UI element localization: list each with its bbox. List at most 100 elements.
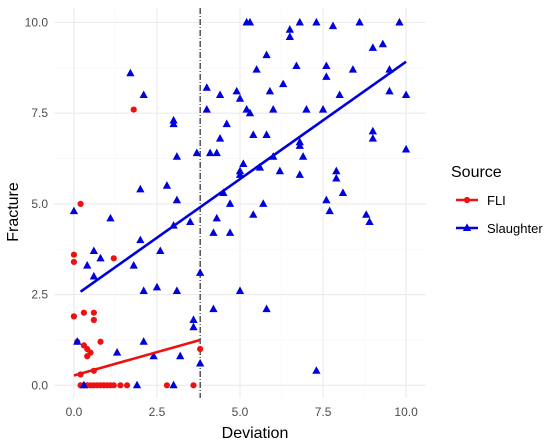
slaughter-point: [149, 351, 158, 360]
slaughter-point: [348, 65, 358, 73]
legend: Source FLI Slaughter: [451, 164, 543, 236]
fli-point: [80, 309, 87, 316]
slaughter-point: [235, 170, 245, 178]
slaughter-point: [239, 159, 248, 167]
legend-items: FLI Slaughter: [456, 193, 543, 236]
slaughter-point: [169, 119, 178, 128]
slaughter-point: [249, 130, 258, 138]
slaughter-point: [136, 184, 145, 193]
slaughter-point: [368, 134, 377, 142]
slaughter-point: [269, 104, 278, 113]
slaughter-point: [212, 148, 221, 157]
slaughter-point: [265, 86, 275, 95]
slaughter-point: [312, 366, 321, 374]
slaughter-point: [235, 286, 245, 294]
slaughter-point: [202, 104, 211, 113]
slaughter-point: [368, 126, 377, 135]
major-gridlines: [54, 8, 426, 398]
fli-point: [130, 106, 137, 113]
slaughter-point: [312, 17, 321, 26]
legend-item-slaughter: Slaughter: [456, 221, 543, 236]
slaughter-point: [225, 228, 235, 236]
x-axis-title: Deviation: [222, 425, 289, 442]
slaughter-fit-line: [79, 60, 407, 293]
legend-key-marker-fli: [463, 196, 471, 204]
fli-point: [70, 251, 78, 258]
slaughter-point: [69, 206, 79, 215]
fli-point: [90, 309, 97, 316]
slaughter-point: [285, 32, 294, 41]
slaughter-point: [328, 21, 338, 30]
y-tick-label: 2.5: [31, 288, 48, 302]
slaughter-point: [212, 213, 221, 222]
slaughter-point: [298, 152, 308, 160]
slaughter-point: [322, 61, 331, 70]
slaughter-point: [189, 315, 198, 323]
slaughter-point: [332, 173, 341, 182]
slaughter-point: [395, 17, 404, 26]
slaughter-point: [196, 268, 205, 276]
slaughter-point: [252, 65, 261, 73]
x-axis-ticks: 0.0 2.5 5.0 7.5 10.0: [66, 405, 418, 419]
slaughter-point: [172, 195, 182, 204]
legend-label-slaughter: Slaughter: [487, 221, 543, 236]
slaughter-point: [139, 90, 148, 99]
fli-point: [70, 258, 78, 266]
slaughter-point: [73, 337, 82, 345]
slaughter-point: [96, 253, 105, 262]
fli-point: [97, 338, 104, 345]
slaughter-point: [335, 90, 344, 99]
slaughter-point: [139, 337, 148, 345]
slaughter-point: [89, 271, 98, 280]
slaughter-point: [385, 86, 394, 95]
slaughter-point: [285, 25, 294, 33]
slaughter-point: [139, 286, 148, 294]
slaughter-point: [262, 50, 271, 59]
fli-point: [117, 382, 124, 389]
slaughter-point: [225, 199, 235, 207]
slaughter-point: [209, 304, 218, 313]
slaughter-point: [368, 43, 377, 51]
slaughter-point: [235, 94, 245, 102]
slaughter-point: [176, 351, 185, 360]
slaughter-point: [362, 210, 371, 218]
y-tick-label: 5.0: [31, 197, 48, 211]
x-tick-label: 10.0: [394, 405, 418, 419]
slaughter-point: [209, 228, 218, 236]
slaughter-point: [245, 17, 255, 26]
fli-point: [77, 200, 84, 208]
slaughter-point: [401, 90, 411, 99]
slaughter-point: [318, 104, 328, 113]
slaughter-point: [136, 235, 145, 244]
fli-point: [70, 313, 78, 320]
slaughter-point: [112, 348, 122, 356]
slaughter-point: [292, 61, 301, 70]
slaughter-point: [355, 17, 364, 26]
slaughter-point: [302, 104, 311, 113]
slaughter-point: [132, 380, 142, 389]
slaughter-point: [279, 79, 288, 88]
fli-point: [87, 349, 94, 356]
slaughter-point: [79, 380, 89, 389]
fli-point: [197, 345, 204, 353]
slaughter-point: [255, 163, 265, 171]
legend-item-fli: FLI: [456, 193, 506, 208]
y-axis-title: Fracture: [5, 182, 22, 242]
fli-point: [110, 382, 117, 389]
slaughter-point: [172, 152, 182, 160]
slaughter-point: [169, 380, 178, 389]
x-tick-label: 7.5: [315, 405, 332, 419]
y-tick-label: 0.0: [31, 378, 48, 392]
legend-label-fli: FLI: [487, 193, 506, 208]
slaughter-point: [378, 39, 387, 48]
slaughter-point: [322, 195, 331, 204]
slaughter-point: [232, 86, 241, 95]
fli-point: [123, 382, 131, 389]
slaughter-point: [215, 134, 225, 142]
slaughter-point: [89, 246, 98, 255]
y-axis-ticks: 0.0 2.5 5.0 7.5 10.0: [25, 16, 49, 393]
fli-point: [190, 382, 197, 389]
slaughter-point: [242, 104, 251, 113]
